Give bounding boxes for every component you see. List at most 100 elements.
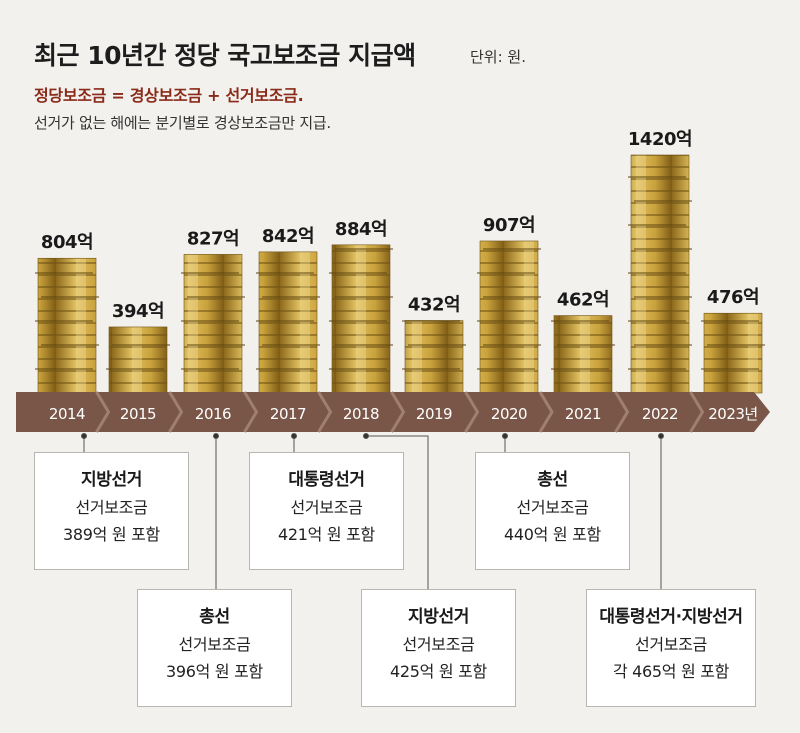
- bundle-divider: [181, 320, 239, 322]
- bundle-divider: [402, 320, 460, 322]
- bundle-divider: [106, 368, 164, 370]
- connector-dot: [502, 433, 508, 439]
- value-label: 884억: [335, 219, 387, 240]
- value-label: 1420억: [628, 129, 692, 150]
- formula-text: 정당보조금 = 경상보조금 + 선거보조금.: [34, 86, 304, 105]
- value-label: 462억: [557, 290, 609, 311]
- bar-group: [477, 240, 541, 394]
- bundle-divider: [402, 368, 460, 370]
- connector-dot: [363, 433, 369, 439]
- bundle-divider: [628, 176, 686, 178]
- annotation-line1: 선거보조금: [75, 498, 148, 517]
- year-label: 2023년: [708, 405, 757, 423]
- bundle-divider: [41, 296, 99, 298]
- bar-group: [701, 312, 765, 394]
- timeline-band: [16, 392, 770, 432]
- bar-group: [181, 254, 245, 394]
- bar: [553, 315, 613, 394]
- bar: [479, 240, 539, 394]
- value-label: 842억: [262, 226, 314, 247]
- bundle-divider: [477, 368, 535, 370]
- bar: [37, 257, 97, 394]
- chart-title: 최근 10년간 정당 국고보조금 지급액: [34, 41, 416, 70]
- bundle-divider: [477, 320, 535, 322]
- year-label: 2019: [416, 405, 452, 423]
- bundle-divider: [181, 368, 239, 370]
- timeline-chevron: [243, 391, 259, 433]
- annotation-box: 지방선거 선거보조금 389억 원 포함: [34, 452, 189, 570]
- annotation-line2: 440억 원 포함: [504, 525, 601, 544]
- bundle-divider: [634, 248, 692, 250]
- unit-label: 단위: 원.: [470, 48, 526, 66]
- timeline-chevron: [538, 391, 554, 433]
- bundle-divider: [262, 344, 320, 346]
- year-label: 2021: [565, 405, 601, 423]
- bundle-divider: [187, 296, 245, 298]
- bundle-divider: [483, 296, 541, 298]
- bar-group: [256, 251, 320, 394]
- bundle-divider: [41, 344, 99, 346]
- annotation-title: 지방선거: [408, 607, 469, 627]
- annotation-box: 대통령선거 선거보조금 421억 원 포함: [249, 452, 404, 570]
- year-label: 2020: [491, 405, 527, 423]
- annotation-title: 지방선거: [81, 470, 142, 490]
- annotation-line1: 선거보조금: [634, 635, 708, 654]
- bar: [331, 244, 391, 394]
- bundle-divider: [256, 320, 314, 322]
- bar-group: [551, 315, 615, 394]
- bundle-divider: [483, 344, 541, 346]
- annotation-line2: 396억 원 포함: [166, 662, 263, 681]
- annotation-title: 대통령선거·지방선거: [599, 607, 743, 627]
- annotation-line1: 선거보조금: [402, 635, 475, 654]
- value-label: 907억: [483, 215, 535, 236]
- bundle-divider: [628, 272, 686, 274]
- value-label: 827억: [187, 228, 239, 249]
- bar-group: [402, 320, 466, 394]
- bundle-divider: [329, 272, 387, 274]
- bundle-divider: [329, 368, 387, 370]
- year-label: 2018: [343, 405, 379, 423]
- annotation-line1: 선거보조금: [516, 498, 589, 517]
- timeline-chevron: [168, 391, 184, 433]
- bar-group: [628, 154, 692, 394]
- connector-dot: [658, 433, 664, 439]
- timeline-chevron: [614, 391, 630, 433]
- bundle-divider: [256, 272, 314, 274]
- connector-line: [366, 435, 429, 589]
- bundle-divider: [35, 320, 93, 322]
- annotation-box: 총선 선거보조금 440억 원 포함: [475, 452, 630, 570]
- note-text: 선거가 없는 해에는 분기별로 경상보조금만 지급.: [34, 114, 331, 132]
- bundle-divider: [634, 344, 692, 346]
- bundle-divider: [335, 248, 393, 250]
- bundle-divider: [628, 320, 686, 322]
- bundle-divider: [557, 344, 615, 346]
- bundle-divider: [628, 224, 686, 226]
- value-label: 804억: [41, 232, 93, 253]
- bundle-divider: [634, 296, 692, 298]
- value-label: 432억: [408, 295, 460, 316]
- annotation-line1: 선거보조금: [178, 635, 251, 654]
- bar-group: [35, 257, 99, 394]
- bar: [404, 320, 464, 394]
- year-label: 2015: [120, 405, 156, 423]
- bundle-divider: [256, 368, 314, 370]
- timeline-chevron: [95, 391, 111, 433]
- bar-group: [106, 326, 170, 394]
- annotation-box: 총선 선거보조금 396억 원 포함: [137, 589, 292, 707]
- year-label: 2022: [642, 405, 678, 423]
- bundle-divider: [408, 344, 466, 346]
- bundle-divider: [551, 368, 609, 370]
- timeline-chevron: [464, 391, 480, 433]
- annotation-line2: 421억 원 포함: [278, 525, 375, 544]
- bundle-divider: [187, 344, 245, 346]
- bundle-divider: [701, 320, 759, 322]
- timeline-chevron: [317, 391, 333, 433]
- bundle-divider: [628, 368, 686, 370]
- value-label: 394억: [112, 301, 164, 322]
- bar: [703, 312, 763, 394]
- year-label: 2016: [195, 405, 231, 423]
- annotation-box: 대통령선거·지방선거 선거보조금 각 465억 원 포함: [586, 589, 756, 707]
- bundle-divider: [35, 272, 93, 274]
- annotation-line2: 각 465억 원 포함: [612, 662, 730, 681]
